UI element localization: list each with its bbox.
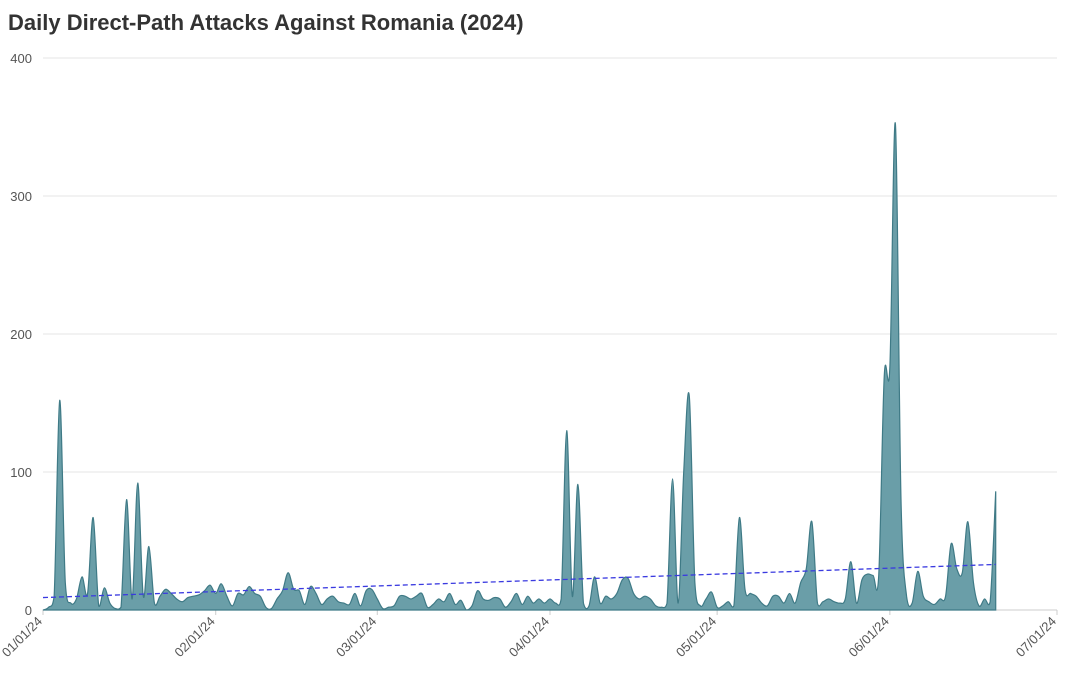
x-tick-label: 02/01/24 — [171, 614, 217, 660]
y-tick-label: 100 — [10, 465, 32, 480]
y-tick-label: 0 — [25, 603, 32, 618]
chart-title: Daily Direct-Path Attacks Against Romani… — [8, 10, 524, 35]
x-tick-label: 07/01/24 — [1013, 614, 1059, 660]
y-tick-label: 400 — [10, 51, 32, 66]
x-tick-label: 03/01/24 — [333, 614, 379, 660]
trend-line — [42, 563, 996, 599]
x-tick-label: 05/01/24 — [673, 614, 719, 660]
area — [42, 122, 997, 611]
x-tick-label: 06/01/24 — [846, 614, 892, 660]
x-tick-label: 01/01/24 — [0, 614, 45, 660]
x-tick-label: 04/01/24 — [506, 614, 552, 660]
y-tick-label: 200 — [10, 327, 32, 342]
y-tick-label: 300 — [10, 189, 32, 204]
